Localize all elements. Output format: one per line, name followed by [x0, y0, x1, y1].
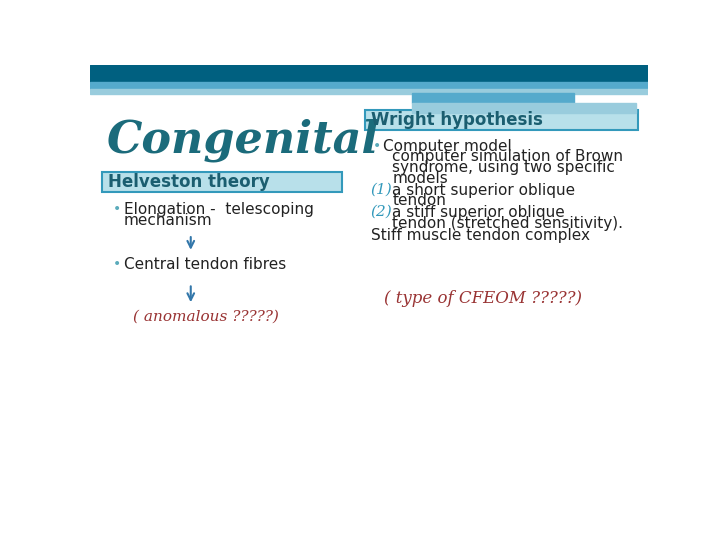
Text: mechanism: mechanism	[124, 213, 212, 228]
Text: syndrome, using two specific: syndrome, using two specific	[392, 160, 615, 176]
Text: Elongation -  telescoping: Elongation - telescoping	[124, 202, 314, 217]
Text: ( anomalous ?????): ( anomalous ?????)	[132, 309, 279, 323]
Text: Helveston theory: Helveston theory	[108, 173, 269, 191]
Text: •: •	[373, 139, 381, 153]
Bar	[412, 103, 636, 112]
Bar	[90, 90, 648, 94]
Text: Computer model: Computer model	[383, 139, 512, 154]
Text: Wright hypothesis: Wright hypothesis	[372, 111, 543, 129]
Text: Stiff muscle tendon complex: Stiff muscle tendon complex	[371, 228, 590, 243]
Text: tendon (stretched sensitivity).: tendon (stretched sensitivity).	[392, 215, 624, 231]
Text: (2): (2)	[371, 205, 392, 219]
Bar	[90, 65, 648, 82]
Text: a short superior oblique: a short superior oblique	[392, 183, 575, 198]
Text: Central tendon fibres: Central tendon fibres	[124, 257, 287, 272]
Bar	[90, 82, 648, 90]
Bar	[102, 172, 342, 192]
Text: •: •	[113, 257, 122, 271]
Text: models: models	[392, 171, 448, 186]
Text: ( type of CFEOM ?????): ( type of CFEOM ?????)	[384, 289, 582, 307]
Text: a stiff superior oblique: a stiff superior oblique	[392, 205, 565, 220]
Text: •: •	[113, 202, 122, 216]
Bar	[412, 92, 575, 103]
Text: (1): (1)	[371, 183, 392, 197]
Bar	[365, 110, 638, 130]
Text: computer simulation of Brown: computer simulation of Brown	[392, 150, 624, 165]
Text: tendon: tendon	[392, 193, 446, 208]
Text: Congenital: Congenital	[107, 119, 379, 162]
